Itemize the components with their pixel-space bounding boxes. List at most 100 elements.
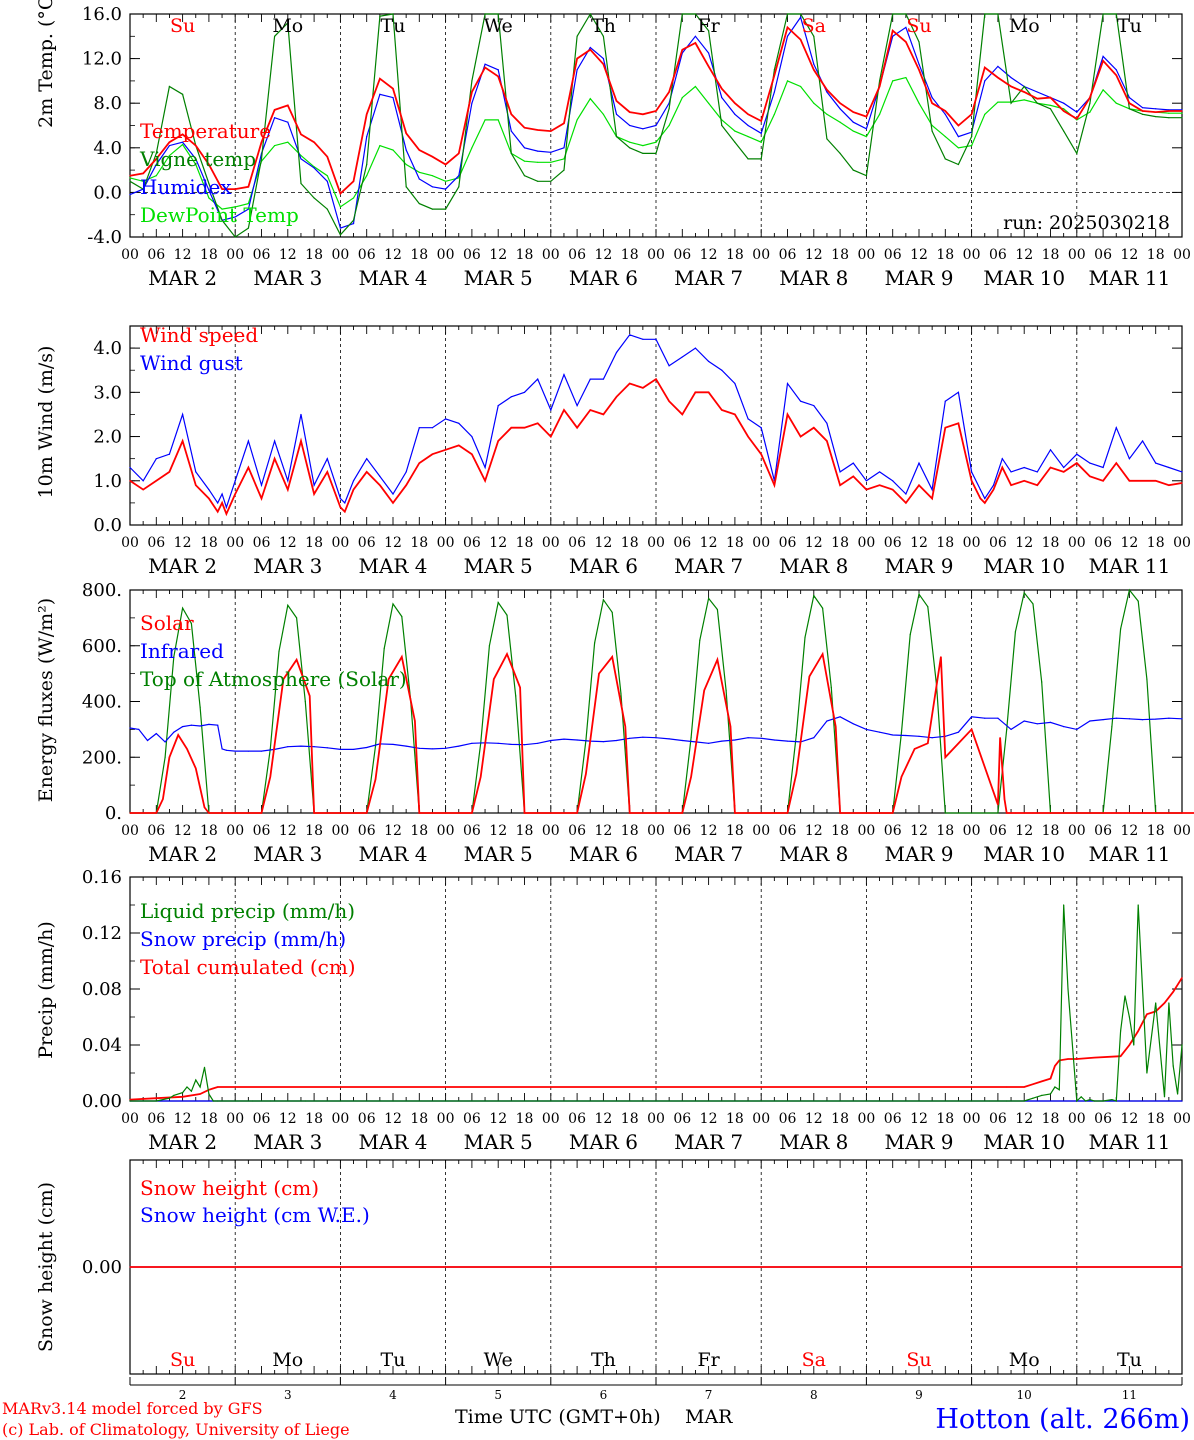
data-point [300, 440, 302, 442]
data-point [418, 462, 420, 464]
data-point [1010, 85, 1012, 88]
data-point [366, 471, 368, 473]
hour-tick-label: 00 [752, 823, 770, 839]
data-point [918, 484, 920, 486]
data-point [339, 748, 341, 751]
data-point [523, 744, 526, 746]
data-point [1049, 1078, 1052, 1080]
hour-tick-label: 18 [305, 247, 323, 263]
data-point [957, 163, 960, 166]
data-point [1141, 440, 1144, 442]
date-label: MAR 4 [358, 842, 427, 866]
data-point [1102, 89, 1104, 91]
data-point [366, 746, 368, 749]
data-point [1076, 152, 1078, 154]
data-point [721, 740, 723, 742]
date-label: MAR 7 [674, 842, 743, 866]
data-point [550, 409, 552, 411]
data-point [523, 812, 526, 814]
hour-tick-label: 06 [884, 247, 902, 263]
data-point [195, 1079, 197, 1081]
data-point [655, 1100, 657, 1102]
data-point [168, 144, 171, 147]
hour-tick-label: 18 [936, 823, 954, 839]
weekday-label: Fr [697, 15, 720, 37]
hour-tick-label: 18 [305, 535, 323, 551]
data-point [537, 180, 539, 182]
legend-entry: Snow height (cm W.E.) [140, 1203, 370, 1227]
data-point [624, 725, 626, 728]
hour-tick-label: 18 [200, 823, 218, 839]
data-point [760, 141, 762, 143]
weekday-label: Th [591, 1349, 616, 1371]
data-point [971, 728, 973, 730]
data-point [431, 156, 434, 158]
date-label: MAR 7 [674, 554, 743, 578]
data-point [392, 603, 394, 605]
data-point [957, 124, 960, 127]
data-point [221, 208, 223, 210]
data-point [1115, 812, 1117, 814]
data-point [839, 716, 841, 718]
data-point [445, 1100, 447, 1102]
data-point [694, 35, 697, 37]
data-point [1133, 1044, 1135, 1046]
hour-tick-label: 18 [1042, 535, 1060, 551]
data-point [471, 435, 473, 438]
data-point [1006, 1086, 1008, 1088]
hour-tick-label: 18 [1147, 823, 1165, 839]
hour-tick-label: 00 [963, 823, 981, 839]
data-point [971, 144, 973, 147]
hour-tick-label: 00 [121, 247, 139, 263]
data-point [326, 471, 328, 473]
hour-tick-label: 12 [910, 535, 928, 551]
data-point [716, 659, 718, 661]
data-point [865, 489, 868, 491]
data-point [418, 747, 420, 749]
data-point [734, 739, 736, 741]
data-point [182, 1092, 184, 1094]
data-point [300, 182, 302, 185]
data-point [999, 737, 1001, 739]
hour-tick-label: 06 [147, 1111, 165, 1127]
hour-tick-label: 12 [594, 823, 612, 839]
data-point [418, 202, 420, 205]
date-label: MAR 3 [253, 1130, 322, 1154]
plot-frame [129, 589, 1183, 814]
legend-entry: Wind speed [140, 323, 258, 347]
date-label: MAR 11 [1089, 266, 1171, 290]
hour-tick-label: 12 [910, 247, 928, 263]
data-point [747, 113, 749, 115]
data-point [234, 206, 236, 208]
hour-tick-label: 12 [174, 535, 192, 551]
data-point [944, 812, 946, 814]
data-point [199, 1086, 201, 1088]
legend-entry: DewPoint Temp [140, 203, 299, 227]
data-point [401, 656, 403, 658]
data-point [760, 453, 762, 455]
data-point [339, 227, 341, 229]
data-point [195, 163, 197, 166]
hour-tick-label: 06 [568, 247, 586, 263]
x-axis-title: Time UTC (GMT+0h) [455, 1406, 661, 1428]
data-point [1128, 589, 1130, 591]
data-point [681, 97, 683, 99]
data-point [992, 489, 995, 491]
data-point [182, 93, 184, 95]
day-number: 11 [1122, 1388, 1137, 1402]
data-point [208, 497, 210, 500]
data-point [1008, 812, 1010, 814]
data-point [865, 136, 868, 138]
data-point [287, 480, 289, 482]
hour-tick-label: 18 [410, 823, 428, 839]
hour-tick-label: 00 [647, 1111, 665, 1127]
data-point [1076, 1058, 1078, 1060]
y-tick-label: 400. [82, 692, 122, 713]
weekday-label: Fr [697, 1349, 720, 1371]
data-point [892, 35, 894, 37]
data-point [418, 812, 420, 814]
data-point [1113, 812, 1115, 814]
data-point [155, 458, 157, 460]
data-point [668, 365, 670, 367]
data-point [129, 812, 131, 814]
